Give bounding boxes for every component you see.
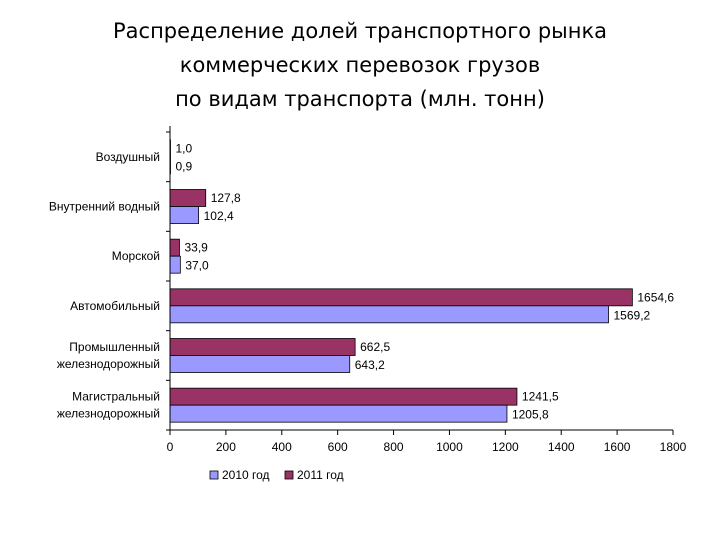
chart-title: Распределение долей транспортного рынка … — [0, 14, 720, 116]
title-line-1: Распределение долей транспортного рынка — [112, 19, 608, 43]
bar-2010-4 — [169, 355, 351, 373]
x-tick-label-3: 600 — [328, 440, 348, 454]
legend-label-2010: 2010 год — [222, 468, 270, 482]
category-label-0-0: Воздушный — [96, 150, 160, 164]
legend-swatch-2011 — [284, 470, 294, 480]
data-label-2011-3: 1654,6 — [637, 290, 674, 304]
category-label-5-1: железнодорожный — [57, 407, 160, 421]
bar-2010-1 — [169, 206, 200, 224]
legend-swatch-2010 — [209, 470, 219, 480]
category-label-4-1: железнодорожный — [57, 357, 160, 371]
data-label-2011-2: 33,9 — [184, 241, 208, 255]
x-tick-label-1: 200 — [216, 440, 236, 454]
category-label-1-0: Внутренний водный — [49, 200, 160, 214]
bar-2010-3 — [169, 305, 609, 324]
x-tick-label-8: 1600 — [604, 440, 631, 454]
data-label-2010-1: 102,4 — [204, 209, 234, 223]
bar-2011-3 — [169, 288, 633, 307]
data-label-2011-5: 1241,5 — [522, 390, 559, 404]
title-line-2: коммерческих перевозок грузов — [179, 53, 541, 77]
bar-2010-2 — [169, 255, 181, 274]
category-label-3-0: Автомобильный — [70, 299, 160, 313]
data-label-2011-1: 127,8 — [211, 191, 241, 205]
x-tick-label-6: 1200 — [492, 440, 519, 454]
x-tick-label-7: 1400 — [548, 440, 575, 454]
category-label-5-0: Магистральный — [72, 390, 160, 404]
data-label-2010-3: 1569,2 — [614, 308, 651, 322]
data-label-2010-4: 643,2 — [355, 358, 385, 372]
data-label-2011-0: 1,0 — [176, 141, 193, 155]
data-label-2010-2: 37,0 — [185, 259, 209, 273]
title-line-3: по видам транспорта (млн. тонн) — [175, 87, 545, 111]
legend-label-2011: 2011 год — [297, 468, 344, 482]
bar-2011-2 — [169, 238, 180, 257]
bar-2011-1 — [169, 189, 207, 207]
category-label-4-0: Промышленный — [69, 340, 160, 354]
x-tick-label-2: 400 — [272, 440, 292, 454]
category-label-2-0: Морской — [112, 249, 160, 263]
x-tick-label-9: 1800 — [660, 440, 687, 454]
bar-2011-5 — [169, 387, 518, 406]
data-label-2010-0: 0,9 — [176, 159, 193, 173]
x-tick-label-0: 0 — [167, 440, 174, 454]
bar-2010-5 — [169, 404, 508, 423]
bar-2011-4 — [169, 338, 356, 356]
x-tick-label-5: 1000 — [436, 440, 463, 454]
data-label-2010-5: 1205,8 — [512, 408, 549, 422]
x-tick-label-4: 800 — [384, 440, 404, 454]
data-label-2011-4: 662,5 — [360, 340, 390, 354]
